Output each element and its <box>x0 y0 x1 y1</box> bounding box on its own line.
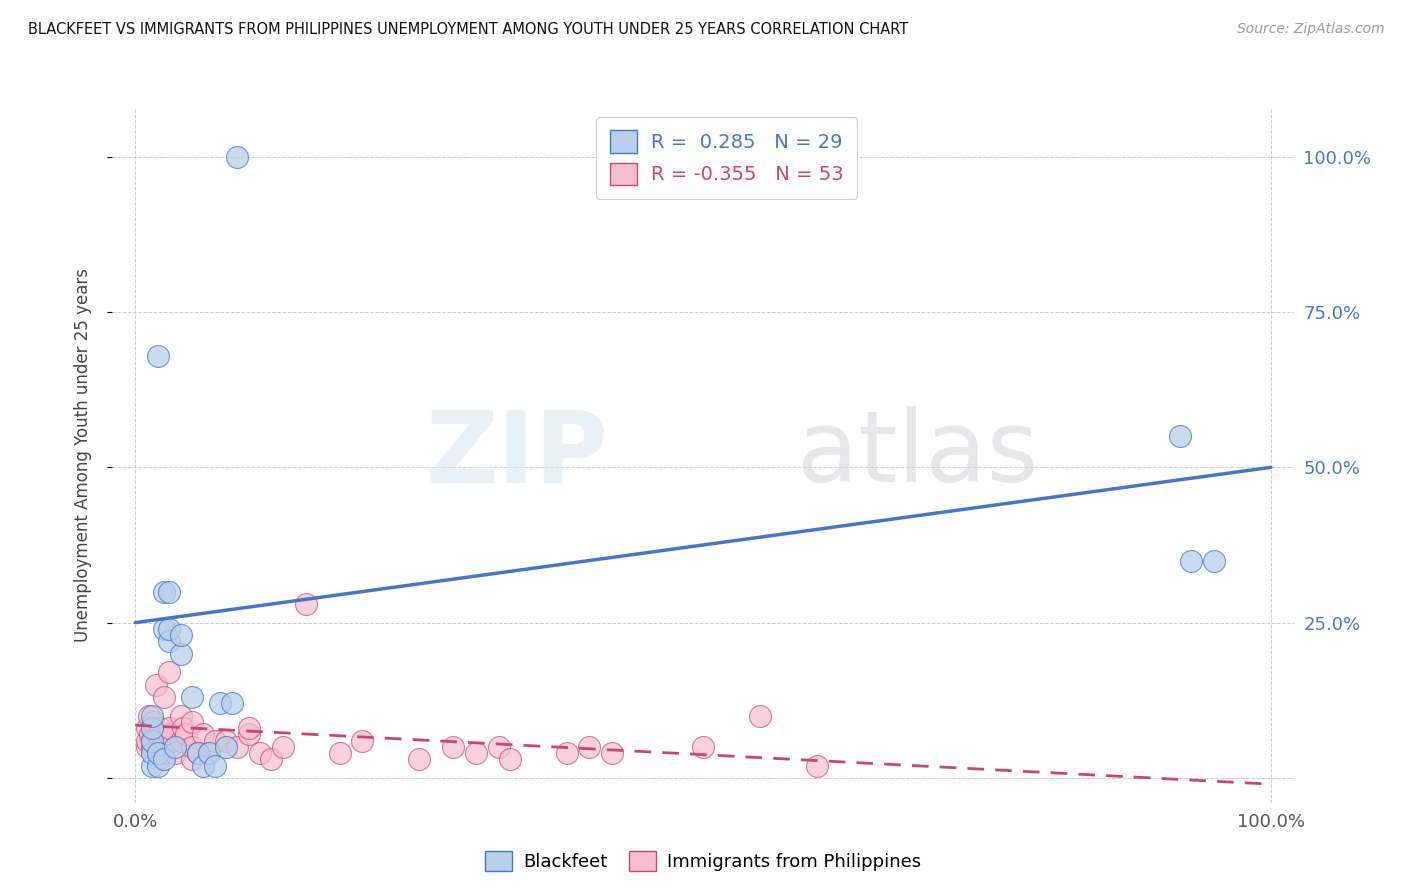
Point <box>260 752 283 766</box>
Point <box>692 739 714 754</box>
Point <box>169 647 191 661</box>
Point <box>145 678 167 692</box>
Point <box>204 733 226 747</box>
Point <box>249 746 271 760</box>
Point <box>135 721 157 735</box>
Point <box>555 746 578 760</box>
Point <box>464 746 486 760</box>
Point <box>187 746 209 760</box>
Legend: Blackfeet, Immigrants from Philippines: Blackfeet, Immigrants from Philippines <box>478 844 928 879</box>
Text: ZIP: ZIP <box>426 407 609 503</box>
Point <box>141 733 163 747</box>
Text: Source: ZipAtlas.com: Source: ZipAtlas.com <box>1237 22 1385 37</box>
Point <box>146 739 169 754</box>
Point <box>187 746 209 760</box>
Point <box>163 739 186 754</box>
Point <box>141 746 163 760</box>
Point <box>149 721 172 735</box>
Point <box>294 597 316 611</box>
Point <box>238 721 260 735</box>
Point <box>271 739 294 754</box>
Point <box>578 739 600 754</box>
Point <box>141 739 163 754</box>
Point <box>215 733 238 747</box>
Point <box>193 727 215 741</box>
Point <box>181 752 204 766</box>
Point <box>138 708 160 723</box>
Point <box>152 690 174 705</box>
Point <box>600 746 623 760</box>
Point <box>146 349 169 363</box>
Point <box>499 752 522 766</box>
Point <box>141 733 163 747</box>
Point <box>157 634 180 648</box>
Point <box>193 758 215 772</box>
Point <box>157 622 180 636</box>
Point <box>204 758 226 772</box>
Point <box>181 739 204 754</box>
Point <box>806 758 828 772</box>
Point <box>352 733 374 747</box>
Point <box>748 708 770 723</box>
Point <box>198 746 221 760</box>
Point <box>408 752 430 766</box>
Point <box>146 727 169 741</box>
Point <box>226 739 249 754</box>
Text: BLACKFEET VS IMMIGRANTS FROM PHILIPPINES UNEMPLOYMENT AMONG YOUTH UNDER 25 YEARS: BLACKFEET VS IMMIGRANTS FROM PHILIPPINES… <box>28 22 908 37</box>
Point <box>329 746 352 760</box>
Point <box>1168 429 1191 443</box>
Point <box>135 733 157 747</box>
Point <box>141 721 163 735</box>
Point <box>135 739 157 754</box>
Point <box>157 739 180 754</box>
Point <box>172 721 194 735</box>
Point <box>152 622 174 636</box>
Point <box>174 727 197 741</box>
Point <box>181 690 204 705</box>
Point <box>152 733 174 747</box>
Y-axis label: Unemployment Among Youth under 25 years: Unemployment Among Youth under 25 years <box>73 268 91 642</box>
Point <box>488 739 510 754</box>
Point <box>1202 553 1225 567</box>
Point <box>146 758 169 772</box>
Point <box>209 697 232 711</box>
Point <box>157 665 180 680</box>
Point <box>169 733 191 747</box>
Point <box>1180 553 1202 567</box>
Point <box>198 746 221 760</box>
Point <box>146 752 169 766</box>
Point <box>215 739 238 754</box>
Point <box>157 721 180 735</box>
Point <box>226 150 249 164</box>
Point <box>169 708 191 723</box>
Point <box>157 584 180 599</box>
Point <box>152 746 174 760</box>
Point <box>146 746 169 760</box>
Point <box>152 752 174 766</box>
Point <box>169 628 191 642</box>
Point <box>157 727 180 741</box>
Point <box>139 727 162 741</box>
Point <box>441 739 464 754</box>
Point <box>141 708 163 723</box>
Point <box>181 714 204 729</box>
Point <box>163 746 186 760</box>
Point <box>221 697 243 711</box>
Point <box>141 758 163 772</box>
Point <box>238 727 260 741</box>
Point <box>142 714 165 729</box>
Legend: R =  0.285   N = 29, R = -0.355   N = 53: R = 0.285 N = 29, R = -0.355 N = 53 <box>596 117 858 199</box>
Point <box>152 584 174 599</box>
Text: atlas: atlas <box>797 407 1039 503</box>
